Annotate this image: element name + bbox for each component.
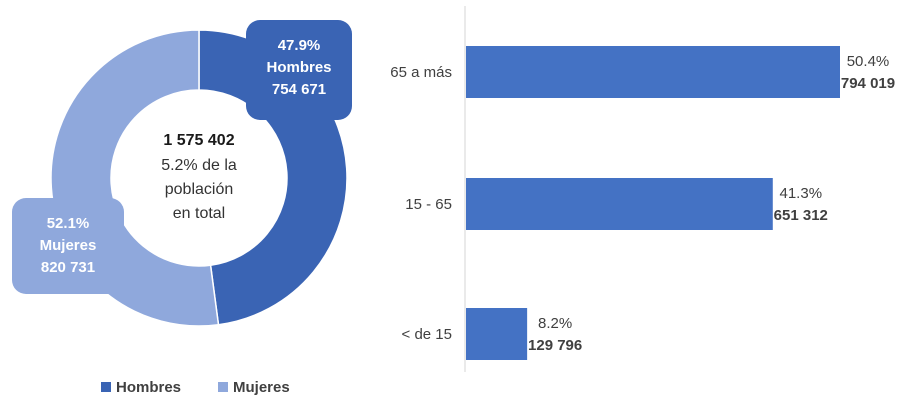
center-line-3: en total [173,205,225,222]
category-label: 15 - 65 [405,196,452,213]
bar-value-label: 794 019 [841,75,895,92]
donut-chart: 47.9% Hombres 754 671 52.1% Mujeres 820 731 1… [12,20,352,327]
bar-percent-label: 50.4% [847,53,890,70]
legend-label: Hombres [116,379,181,396]
slice-value-label: 820 731 [41,259,95,276]
center-line-1: 5.2% de la [161,157,237,174]
center-total: 1 575 402 [163,132,234,149]
bar [466,46,840,98]
bar-group-0: 65 a más 50.4% 794 019 [390,46,895,98]
bar [466,178,773,230]
donut-center-label: 1 575 402 5.2% de la población en total [161,132,237,222]
legend: Hombres Mujeres [101,379,290,396]
bar-percent-label: 8.2% [538,315,572,332]
slice-value-label: 754 671 [272,81,326,98]
callout-hombres: 47.9% Hombres 754 671 [246,20,352,120]
slice-name-label: Mujeres [40,237,97,254]
bar-chart: 65 a más 50.4% 794 019 15 - 65 41.3% 651 312 <… [390,46,895,360]
slice-name-label: Hombres [266,59,331,76]
bar-group-2: < de 15 8.2% 129 796 [402,308,582,360]
legend-entry-mujeres: Mujeres [218,379,290,396]
category-label: 65 a más [390,64,452,81]
callout-mujeres: 52.1% Mujeres 820 731 [12,198,124,294]
slice-percent-label: 47.9% [278,37,321,54]
slice-percent-label: 52.1% [47,215,90,232]
bar-percent-label: 41.3% [780,185,823,202]
bar-value-label: 651 312 [774,207,828,224]
callout-box [12,198,124,294]
bar [466,308,528,360]
legend-label: Mujeres [233,379,290,396]
category-label: < de 15 [402,326,452,343]
legend-swatch [101,382,111,392]
bar-value-label: 129 796 [528,337,582,354]
callout-box [246,20,352,120]
legend-entry-hombres: Hombres [101,379,181,396]
legend-swatch [218,382,228,392]
center-line-2: población [165,181,234,198]
bar-group-1: 15 - 65 41.3% 651 312 [405,178,828,230]
